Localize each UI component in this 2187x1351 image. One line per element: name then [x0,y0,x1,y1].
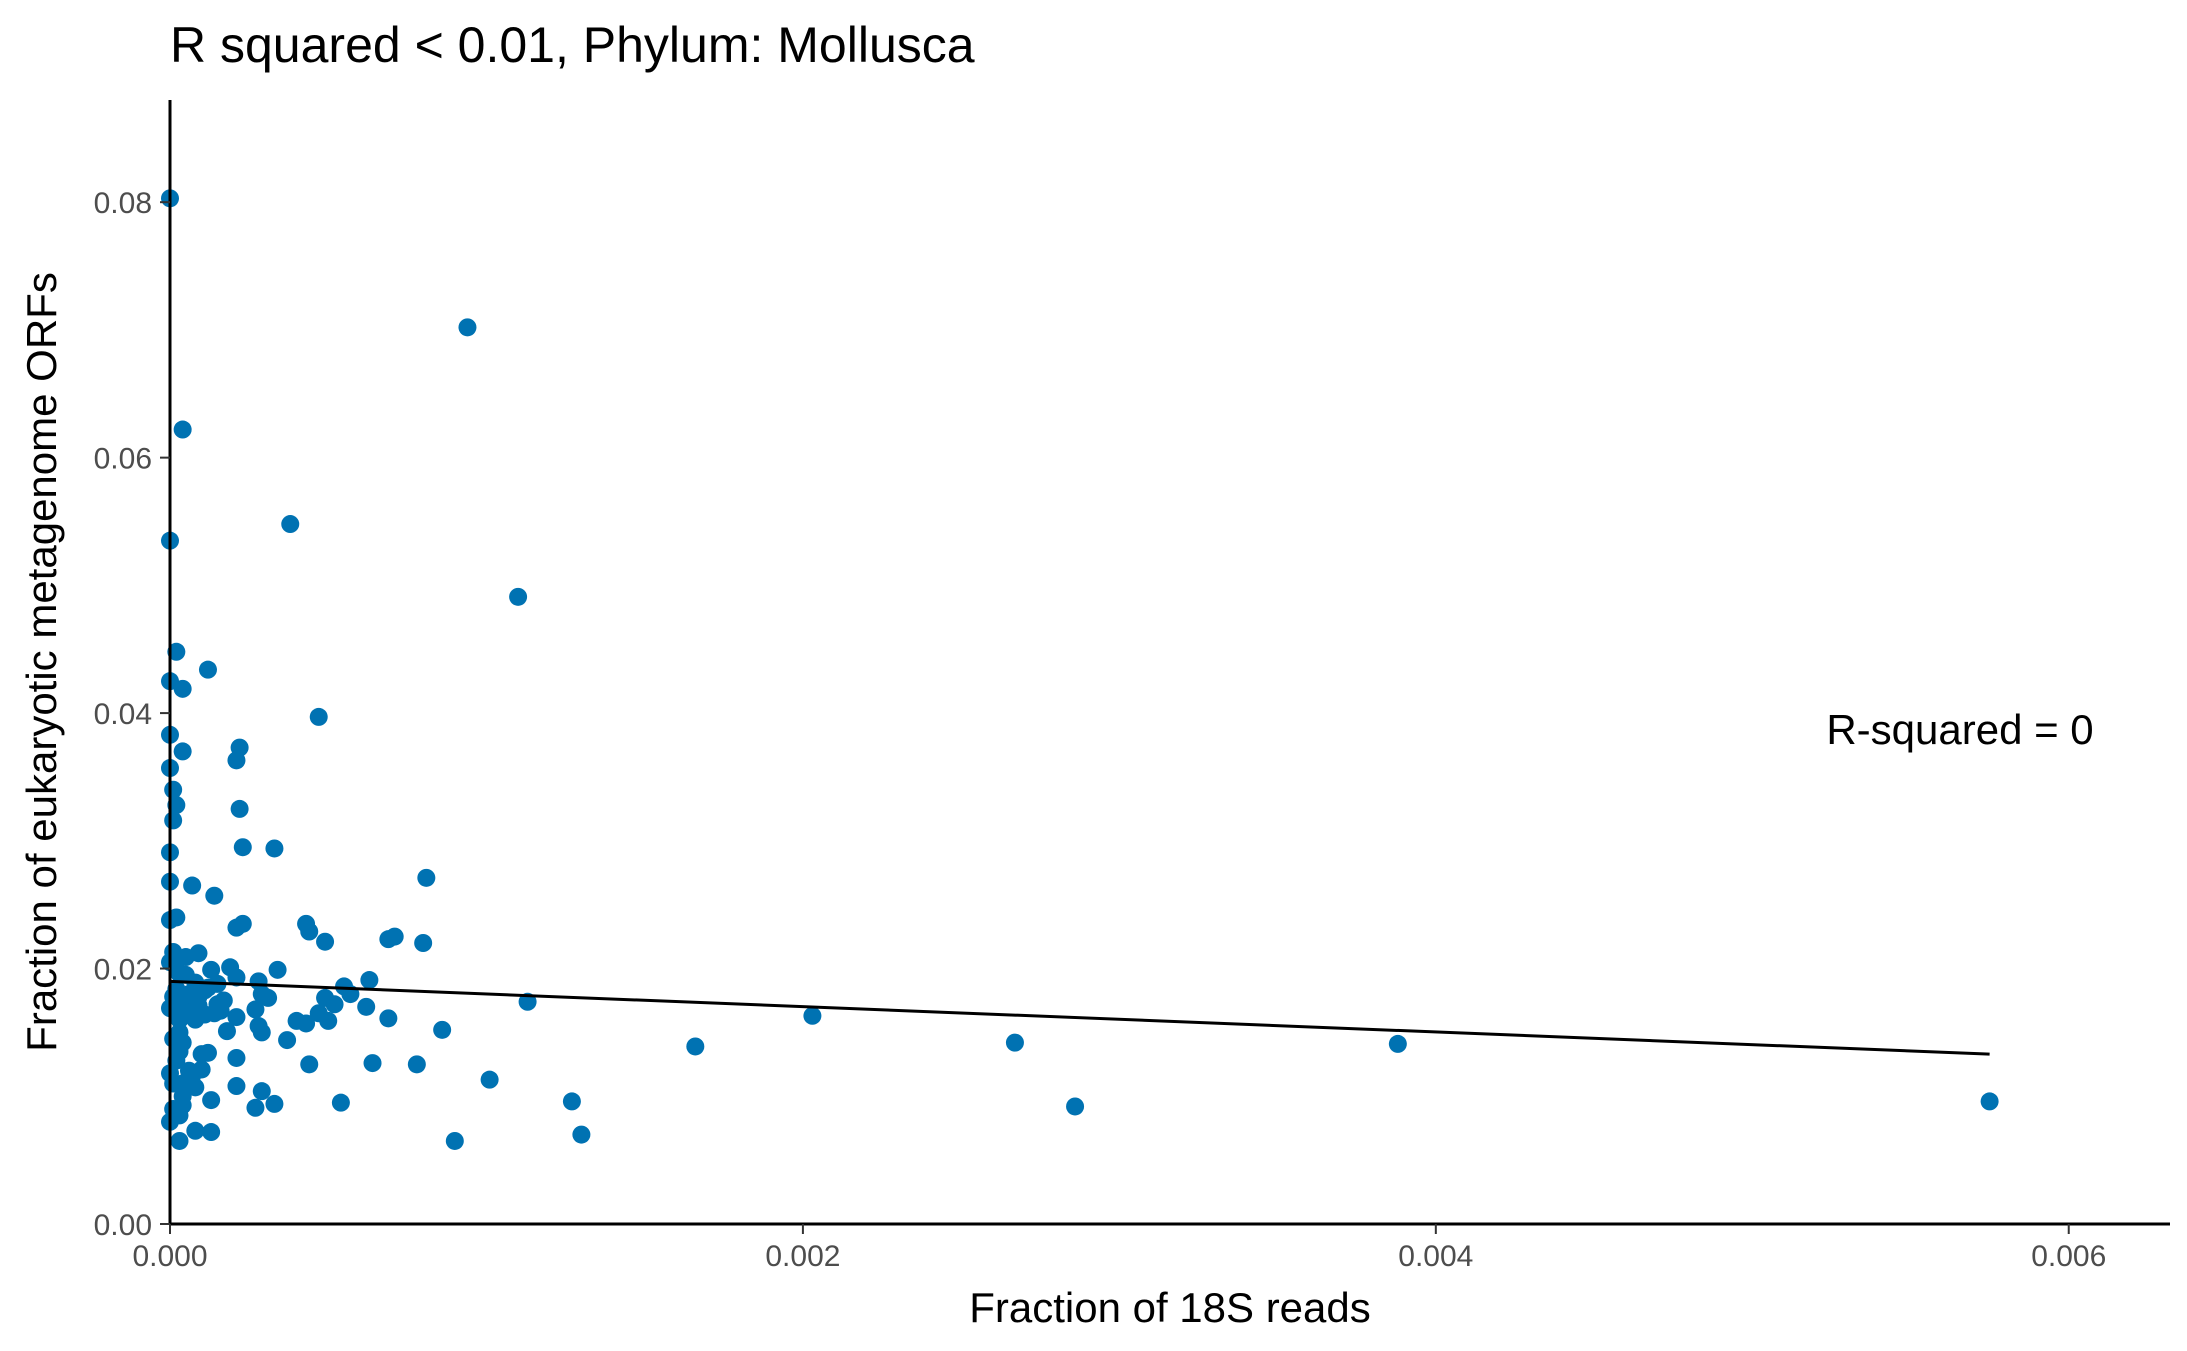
data-point [331,1093,350,1112]
data-point [265,1094,284,1113]
x-tick-label: 0.006 [2031,1240,2106,1273]
chart-title: R squared < 0.01, Phylum: Mollusca [170,17,975,73]
x-tick-label: 0.002 [765,1240,840,1273]
data-point [252,1023,271,1042]
data-point [227,918,246,937]
data-point [363,1054,382,1073]
data-point [217,1022,236,1041]
data-point [186,1078,205,1097]
data-point [202,1091,221,1110]
data-point [300,1055,319,1074]
data-point [265,839,284,858]
data-point [252,1082,271,1101]
data-point [170,1131,189,1150]
data-point [417,868,436,887]
data-point [433,1020,452,1039]
data-point [173,742,192,761]
data-point [1980,1092,1999,1111]
data-point [1388,1034,1407,1053]
data-point [227,968,246,987]
data-point [278,1031,297,1050]
data-point [164,780,183,799]
y-tick-label: 0.08 [94,187,152,220]
data-point [164,811,183,830]
data-point [509,587,528,606]
data-point [686,1037,705,1056]
x-tick-label: 0.004 [1398,1240,1473,1273]
y-tick-label: 0.04 [94,698,152,731]
data-point [202,960,221,979]
data-point [268,960,287,979]
data-point [360,971,379,990]
data-point [173,1087,192,1106]
y-tick-label: 0.02 [94,954,152,987]
data-point [202,1123,221,1142]
data-point [214,991,233,1010]
data-point [316,932,335,951]
data-point [480,1070,499,1089]
data-point [246,1098,265,1117]
data-point [325,995,344,1014]
y-tick-label: 0.00 [94,1209,152,1242]
data-point [246,1000,265,1019]
data-point [230,799,249,818]
data-point [179,1061,198,1080]
data-point [227,1008,246,1027]
x-axis-ticks: 0.000 0.002 0.004 0.006 [132,1224,2106,1273]
data-point [227,1048,246,1067]
data-point [281,515,300,534]
data-point [183,876,202,895]
regression-fit-line [169,979,1990,1056]
data-point [562,1092,581,1111]
data-point [233,838,252,857]
x-axis-label: Fraction of 18S reads [969,1284,1371,1331]
data-point [309,707,328,726]
data-point [297,1014,316,1033]
data-point [379,1009,398,1028]
data-point [189,987,208,1006]
data-point [300,922,319,941]
data-point [198,660,217,679]
data-point [445,1131,464,1150]
data-points [161,189,1999,1150]
data-point [167,953,186,972]
data-point [1066,1097,1085,1116]
y-axis-ticks: 0.00 0.02 0.04 0.06 0.08 [94,187,170,1242]
data-point [572,1125,591,1144]
data-point [186,1010,205,1029]
data-point [205,886,224,905]
data-point [176,965,195,984]
data-point [1005,1033,1024,1052]
data-point [205,1004,224,1023]
y-axis-label: Fraction of eukaryotic metagenome ORFs [18,272,65,1052]
data-point [173,420,192,439]
data-point [186,1121,205,1140]
data-point [173,679,192,698]
data-point [458,318,477,337]
data-point [227,1077,246,1096]
data-point [319,1011,338,1030]
data-point [167,997,186,1016]
data-point [170,1042,189,1061]
data-point [167,796,186,815]
r-squared-annotation: R-squared = 0 [1826,706,2093,753]
data-point [357,997,376,1016]
x-tick-label: 0.000 [132,1240,207,1273]
data-point [379,930,398,949]
data-point [227,751,246,770]
data-point [192,1045,211,1064]
data-point [407,1055,426,1074]
y-tick-label: 0.06 [94,443,152,476]
data-point [167,642,186,661]
data-point [259,988,278,1007]
data-point [414,934,433,952]
data-point [803,1006,822,1025]
